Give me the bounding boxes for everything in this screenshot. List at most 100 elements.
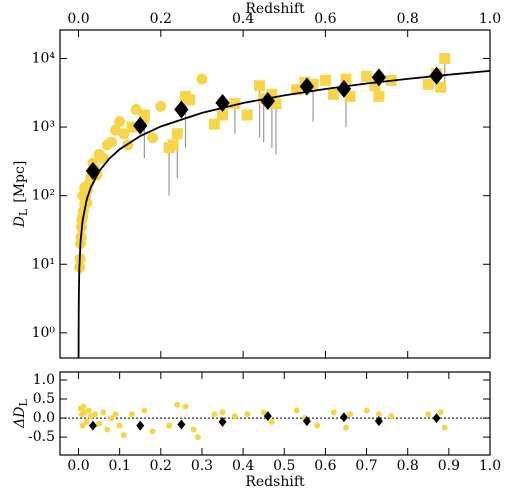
point: [425, 411, 432, 418]
binned-point: [88, 420, 97, 431]
point: [112, 411, 119, 418]
point: [114, 116, 126, 128]
point: [361, 70, 373, 82]
x-tick-label: 0.0: [67, 11, 89, 27]
y-tick-label: -0.5: [28, 429, 55, 445]
x-tick-label: 0.5: [273, 458, 295, 474]
binned-point: [215, 93, 230, 112]
point: [110, 124, 122, 136]
y-tick-label: 10⁰: [32, 325, 56, 341]
point: [319, 74, 331, 86]
point: [217, 109, 229, 121]
point: [171, 128, 183, 140]
point: [100, 409, 107, 416]
binned-point: [260, 91, 275, 110]
binned-point: [432, 413, 441, 424]
binned-point: [336, 79, 352, 98]
x-tick-label: 0.1: [109, 458, 131, 474]
point: [167, 139, 179, 151]
point: [105, 136, 117, 148]
point: [141, 407, 148, 414]
point: [174, 401, 181, 408]
point: [79, 422, 86, 429]
point: [196, 73, 208, 85]
y-label-subscript: L: [17, 208, 30, 216]
binned-point: [177, 419, 186, 430]
y-label-unit: [Mpc]: [12, 161, 28, 203]
point: [229, 98, 241, 110]
binned-point: [133, 116, 148, 135]
point: [388, 413, 395, 420]
frame: [59, 371, 491, 456]
y-tick-label: 10¹: [32, 256, 55, 272]
point: [342, 424, 349, 431]
binned-point: [174, 100, 189, 119]
point: [147, 132, 159, 144]
y-tick-label: 0.0: [33, 410, 55, 426]
x-tick-label: 0.4: [232, 11, 254, 27]
point: [254, 80, 266, 92]
point: [108, 415, 115, 422]
point: [291, 84, 303, 96]
point: [347, 411, 354, 418]
point: [375, 411, 382, 418]
point: [328, 88, 340, 100]
point: [104, 426, 111, 433]
point: [437, 409, 444, 416]
point: [97, 152, 109, 164]
point: [83, 418, 90, 425]
binned-point: [136, 420, 145, 431]
point: [441, 424, 448, 431]
point: [219, 409, 226, 416]
binned-point: [374, 416, 383, 427]
x-tick-label: 0.9: [438, 458, 460, 474]
x-tick-label: 0.2: [150, 11, 172, 27]
point: [184, 94, 196, 106]
point: [116, 422, 123, 429]
y-label-symbol: D: [12, 216, 28, 228]
y-label-subscript: L: [17, 398, 30, 406]
point: [293, 407, 300, 414]
point: [266, 88, 278, 100]
binned-point: [218, 416, 227, 427]
y-axis-label: DL [Mpc]: [12, 161, 30, 229]
point: [340, 73, 352, 85]
point: [182, 403, 189, 410]
point: [120, 432, 127, 439]
y-tick-label: 10³: [32, 119, 55, 135]
x-tick-label: 1.0: [479, 11, 501, 27]
point: [79, 182, 91, 194]
point: [244, 411, 251, 418]
y-tick-label: 1.0: [33, 372, 55, 388]
plot-area: [74, 52, 490, 358]
y-tick-label: 0.5: [33, 391, 55, 407]
point: [166, 422, 173, 429]
point: [439, 52, 451, 64]
plot-area: [77, 401, 448, 441]
point: [129, 411, 136, 418]
point: [363, 407, 370, 414]
point: [80, 403, 87, 410]
point: [373, 90, 385, 102]
point: [422, 78, 434, 90]
point: [194, 434, 201, 441]
x-tick-label: 0.4: [232, 458, 254, 474]
point: [85, 407, 92, 414]
point: [268, 418, 275, 425]
binned-point: [263, 411, 272, 422]
point: [270, 98, 282, 110]
x-tick-label: 0.8: [397, 11, 419, 27]
y-axis-label: ΔDL: [12, 398, 30, 428]
x-tick-label: 0.3: [191, 458, 213, 474]
y-tick-label: 10²: [32, 188, 55, 204]
point: [138, 109, 150, 121]
binned-point: [302, 416, 311, 427]
point: [91, 411, 98, 418]
y-tick-label: 10⁴: [32, 50, 56, 66]
point: [126, 121, 138, 133]
frame: [59, 29, 491, 359]
point: [344, 90, 356, 102]
x-axis-label: Redshift: [245, 474, 305, 490]
x-tick-label: 0.7: [355, 458, 377, 474]
point: [96, 420, 103, 427]
